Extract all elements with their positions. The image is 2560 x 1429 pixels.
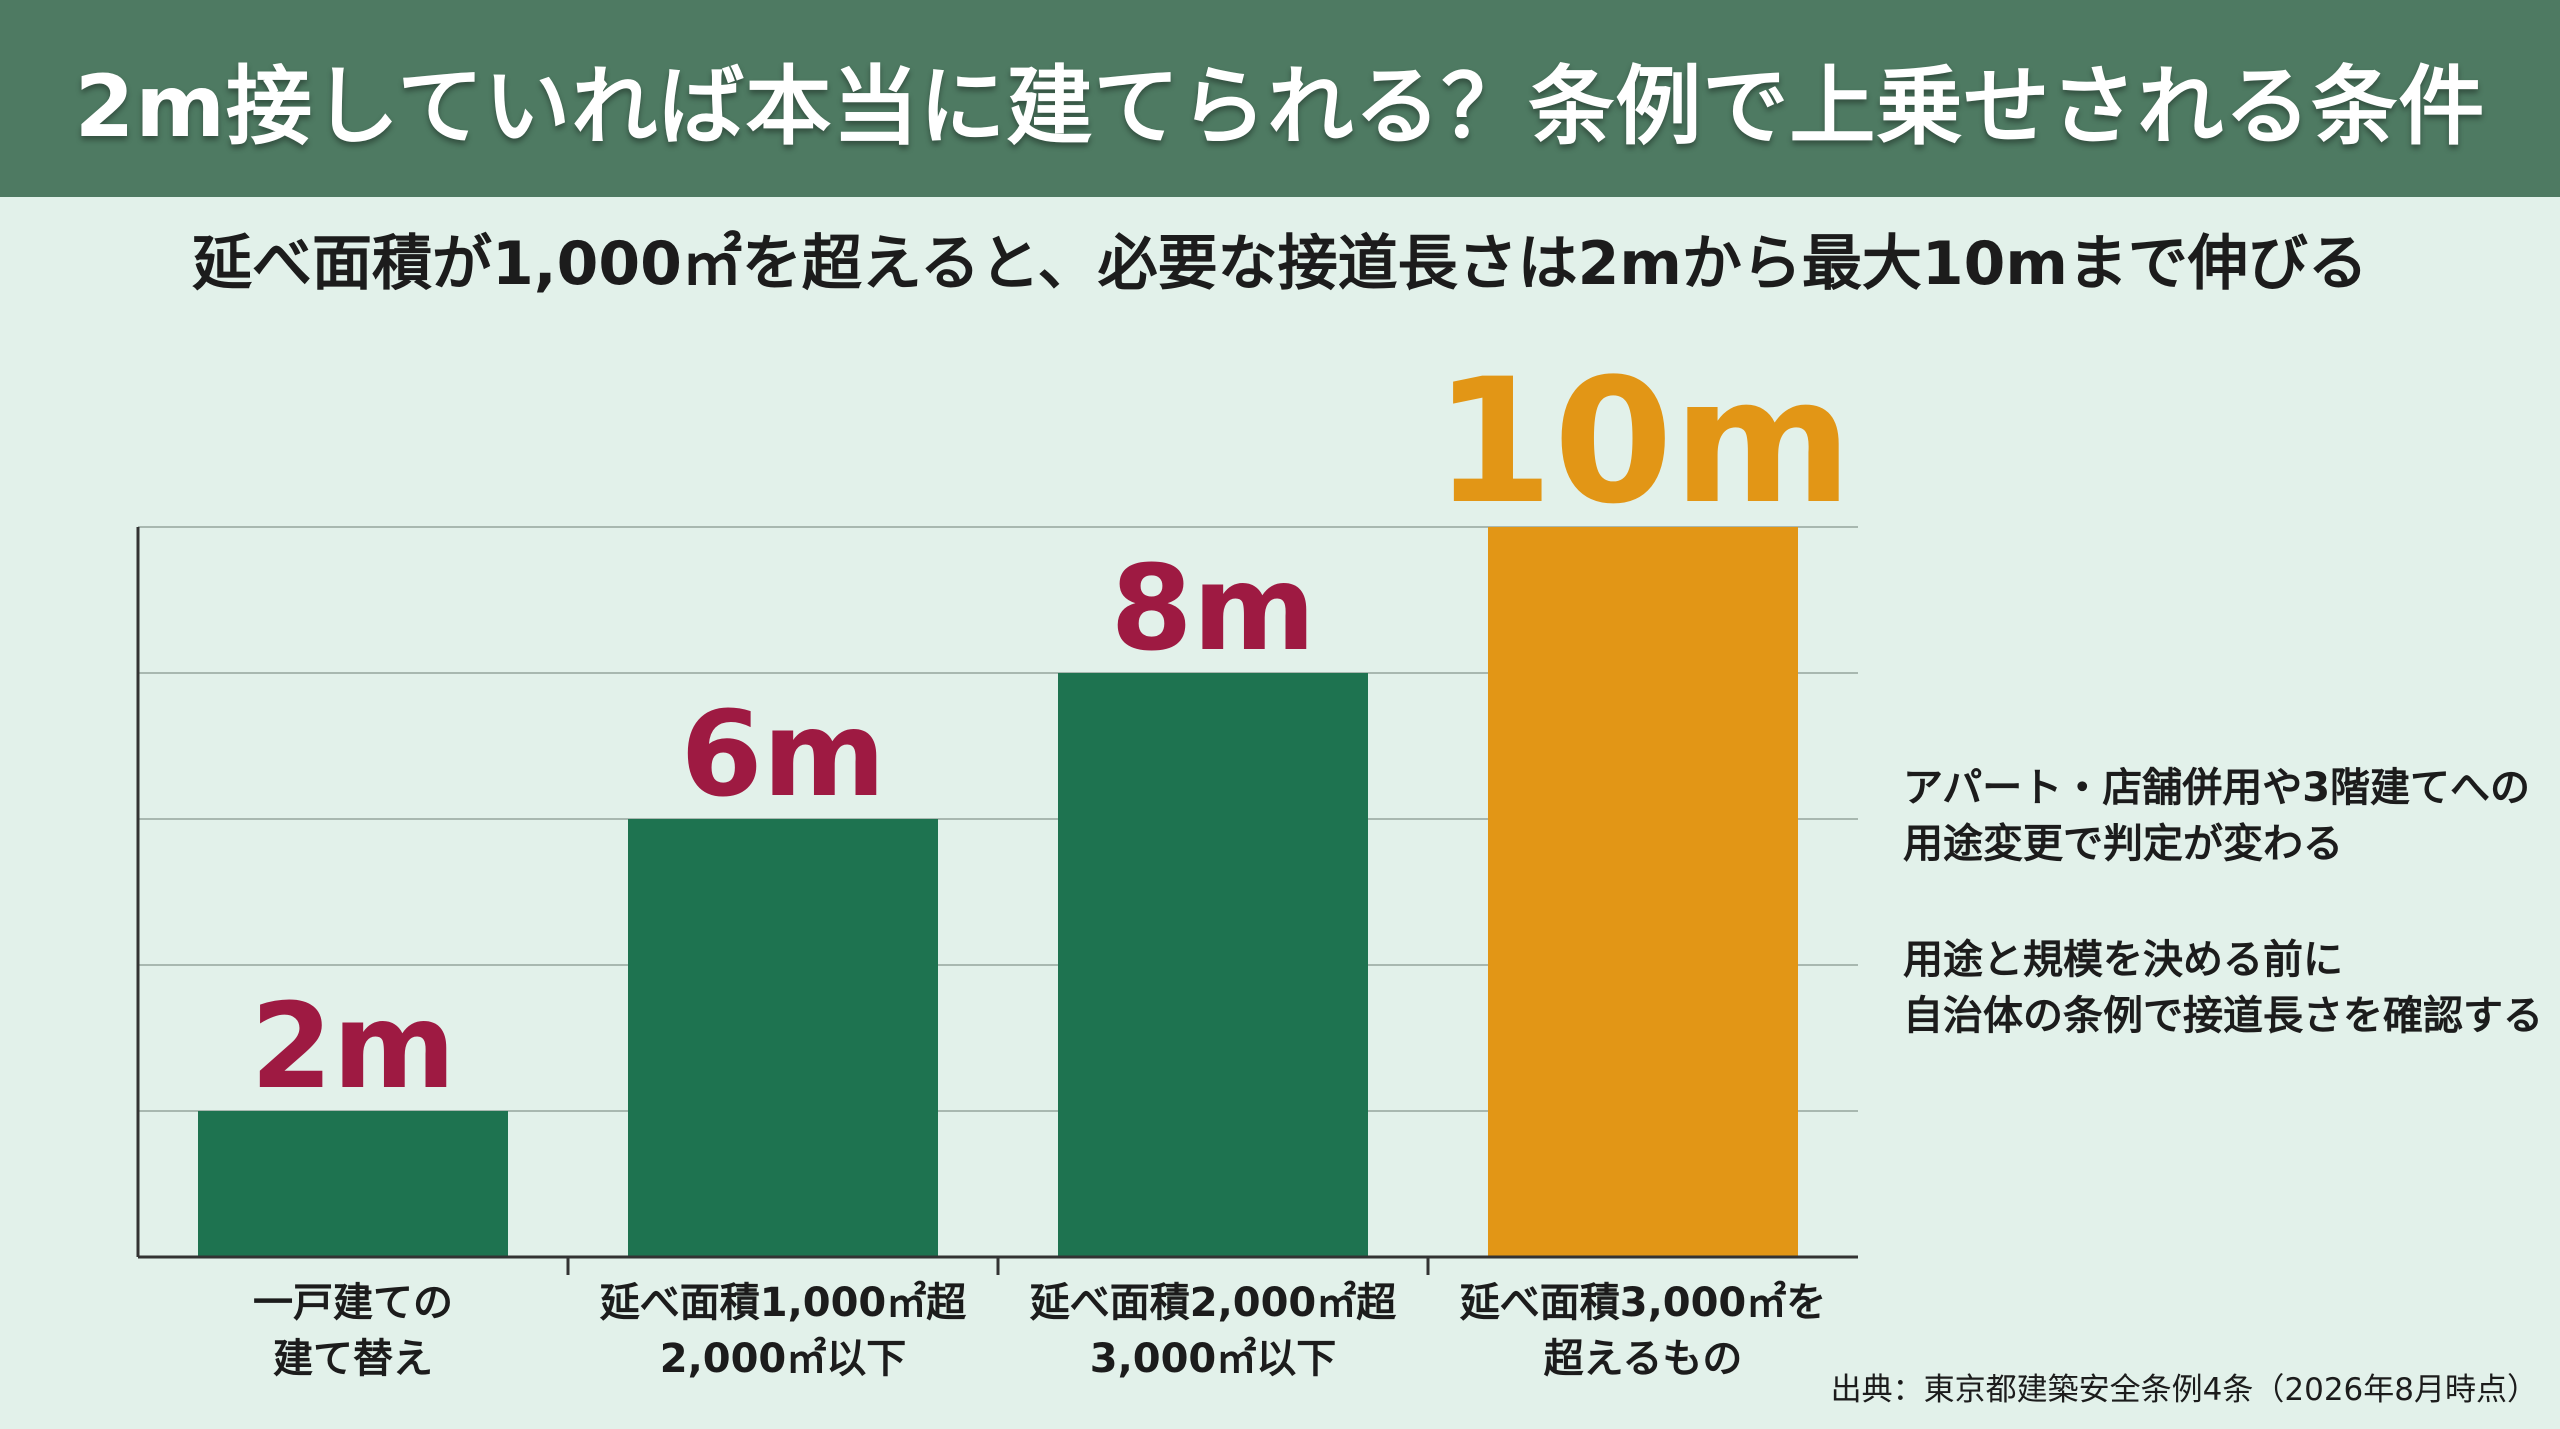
category-label-1: 一戸建ての	[253, 1280, 453, 1326]
note-line: アパート・店舗併用や3階建てへの	[1903, 765, 2531, 811]
data-label-1: 2m	[250, 977, 455, 1115]
category-label-4: 延べ面積3,000㎡を	[1460, 1280, 1827, 1326]
data-label-3: 8m	[1110, 539, 1315, 677]
note-usage-change: アパート・店舗併用や3階建てへの 用途変更で判定が変わる	[1903, 760, 2543, 872]
chart-subtitle: 延べ面積が1,000㎡を超えると、必要な接道長さは2mから最大10mまで伸びる	[192, 229, 2368, 299]
category-label-3: 3,000㎡以下	[1090, 1336, 1337, 1382]
category-label-3: 延べ面積2,000㎡超	[1030, 1280, 1398, 1326]
category-label-1: 建て替え	[273, 1336, 433, 1382]
source-citation: 出典：東京都建築安全条例4条（2026年8月時点）	[1830, 1372, 2538, 1408]
title-banner: 2m接していれば本当に建てられる？条例で上乗せされる条件	[0, 0, 2560, 197]
category-label-2: 延べ面積1,000㎡超	[600, 1280, 968, 1326]
data-label-4: 10m	[1434, 341, 1853, 542]
note-check-ordinance: 用途と規模を決める前に 自治体の条例で接道長さを確認する	[1903, 932, 2543, 1044]
note-line: 用途変更で判定が変わる	[1903, 821, 2343, 867]
bar-4	[1488, 527, 1798, 1257]
bar-2	[628, 819, 938, 1257]
page-title: 2m接していれば本当に建てられる？条例で上乗せされる条件	[74, 57, 2486, 157]
bar-1	[198, 1111, 508, 1257]
note-line: 自治体の条例で接道長さを確認する	[1903, 993, 2543, 1039]
data-label-2: 6m	[680, 685, 885, 823]
bar-3	[1058, 673, 1368, 1257]
category-label-2: 2,000㎡以下	[660, 1336, 907, 1382]
category-label-4: 超えるもの	[1544, 1336, 1743, 1382]
note-line: 用途と規模を決める前に	[1903, 937, 2343, 983]
